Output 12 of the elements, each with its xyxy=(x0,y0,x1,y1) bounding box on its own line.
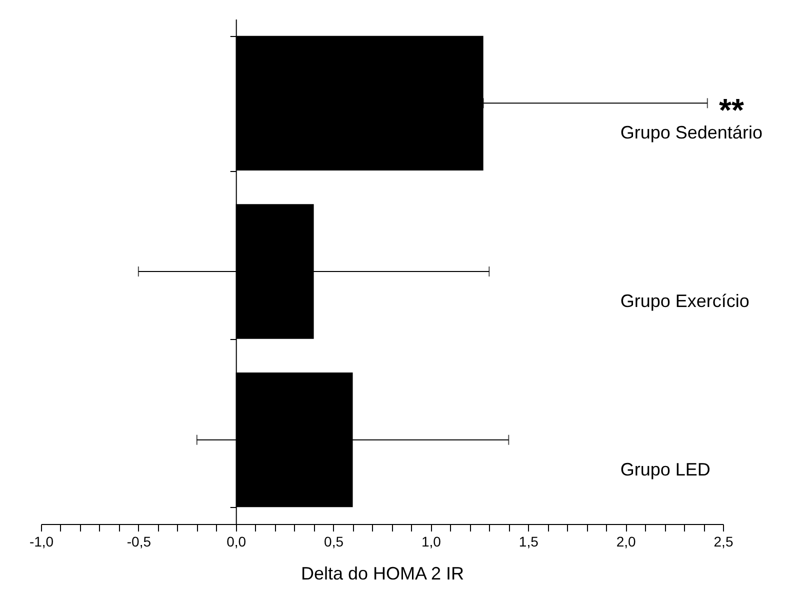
x-tick-label: 1,5 xyxy=(518,534,539,550)
x-tick-label: 0,0 xyxy=(226,534,246,550)
y-tick-label: Grupo Exercício xyxy=(620,291,750,311)
y-tick-label: Grupo Sedentário xyxy=(620,122,762,143)
x-tick-label: 0,5 xyxy=(324,534,344,550)
y-tick-label: Grupo LED xyxy=(620,459,710,480)
x-axis-title: Delta do HOMA 2 IR xyxy=(300,564,464,584)
x-tick-label: -1,0 xyxy=(29,534,54,550)
x-tick-label: 2,5 xyxy=(714,534,734,550)
x-tick-label: -0,5 xyxy=(126,534,152,550)
x-tick-label: 2,0 xyxy=(616,534,636,550)
x-tick-label: 1,0 xyxy=(421,534,442,550)
